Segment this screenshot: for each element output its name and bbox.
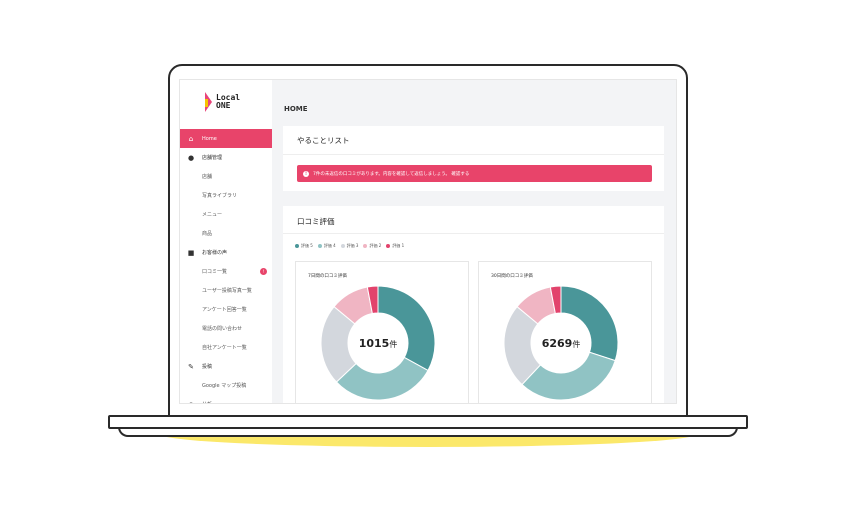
donut-slice[interactable] — [377, 285, 436, 372]
app-screen: Local ONE ⌂ Home ● 店舗管理店舗写真ライブラリ メニュー商品 ■ お客様の… — [179, 79, 677, 404]
sidebar-item-label: Home — [202, 135, 217, 142]
chart-title: 7日間の口コミ評価 — [308, 274, 347, 279]
rating-legend: 評価 5 評価 4 評価 3 評価 2 評価 1 — [295, 243, 409, 249]
main-content: HOME やることリスト ! 7件の未返信の口コミがあります。内容を確認して返信… — [272, 80, 676, 403]
sidebar-item[interactable]: アンケート回答一覧 — [180, 300, 272, 319]
sidebar: Local ONE ⌂ Home ● 店舗管理店舗写真ライブラリ メニュー商品 ■ お客様の… — [180, 80, 272, 403]
legend-label: 評価 2 — [369, 243, 382, 248]
legend-label: 評価 1 — [392, 243, 405, 248]
sidebar-item-label: ユーザー投稿写真一覧 — [202, 288, 252, 294]
logo[interactable]: Local ONE — [205, 91, 240, 113]
chart-7days: 7日間の口コミ評価 1015件 — [295, 261, 469, 403]
sidebar-item[interactable]: 店舗 — [180, 167, 272, 186]
sidebar-item-label: 電話の問い合わせ — [202, 326, 243, 332]
donut-slice[interactable] — [549, 285, 562, 315]
legend-label: 評価 3 — [346, 243, 359, 248]
sidebar-item-label: 商品 — [202, 231, 213, 237]
donut-total-unit: 件 — [572, 339, 580, 349]
sidebar-item-label: 店舗管理 — [202, 155, 223, 161]
sidebar-item[interactable]: 電話の問い合わせ — [180, 319, 272, 338]
laptop-base — [108, 415, 748, 429]
donut-chart-30days: 6269件 — [503, 285, 619, 401]
logo-mark-icon — [205, 92, 212, 112]
sidebar-item-label: メニュー — [202, 212, 223, 218]
donut-slice[interactable] — [521, 351, 616, 401]
chart-title: 30日間の口コミ評価 — [491, 274, 533, 279]
sidebar-item[interactable]: ● 店舗管理 — [180, 148, 272, 167]
notification-badge: ! — [260, 268, 267, 275]
donut-center-total: 1015件 — [359, 337, 398, 350]
sidebar-item[interactable]: 自社アンケート一覧 — [180, 338, 272, 357]
legend-label: 評価 5 — [301, 243, 313, 248]
legend-item: 評価 3 — [340, 243, 359, 249]
unreplied-alert[interactable]: ! 7件の未返信の口コミがあります。内容を確認して返信しましょう。 確認する — [297, 165, 652, 182]
sidebar-item[interactable]: メニュー — [180, 205, 272, 224]
sidebar-item[interactable]: ✎ 投稿 — [180, 357, 272, 376]
sidebar-nav: ⌂ Home ● 店舗管理店舗写真ライブラリ メニュー商品 ■ お客様の声口コミ一覧! ユーザ… — [180, 129, 272, 404]
sidebar-item[interactable]: ユーザー投稿写真一覧 — [180, 281, 272, 300]
comment-icon: ■ — [187, 248, 195, 257]
legend-item: 評価 4 — [317, 243, 336, 249]
legend-label: 評価 4 — [323, 243, 336, 248]
store-icon: ● — [187, 153, 195, 162]
logo-text: Local ONE — [216, 94, 240, 110]
reviews-card: 口コミ評価 評価 5 評価 4 評価 3 評価 2 評価 1 7日間の口コミ評価 101… — [283, 206, 664, 403]
legend-dot-icon — [363, 244, 368, 248]
home-icon: ⌂ — [188, 134, 194, 143]
logo-line1: Local — [216, 93, 241, 102]
divider — [283, 154, 664, 155]
chart-30days: 30日間の口コミ評価 6269件 — [478, 261, 652, 403]
sidebar-item-label: 分析 — [202, 401, 212, 403]
donut-slice[interactable] — [335, 356, 429, 401]
donut-slice[interactable] — [366, 285, 379, 315]
legend-item: 評価 1 — [386, 243, 404, 249]
legend-dot-icon — [340, 244, 345, 248]
donut-total-value: 6269 — [542, 337, 573, 350]
sidebar-item[interactable]: ■ お客様の声 — [180, 243, 272, 262]
sidebar-item[interactable]: 口コミ一覧! — [180, 262, 272, 281]
divider — [283, 233, 664, 234]
logo-line2: ONE — [216, 101, 231, 110]
chart-icon: ◉ — [187, 401, 195, 404]
sidebar-item-label: 自社アンケート一覧 — [202, 345, 247, 351]
sidebar-item-label: 口コミ一覧 — [202, 269, 228, 275]
alert-text: 7件の未返信の口コミがあります。内容を確認して返信しましょう。 確認する — [313, 171, 470, 177]
legend-dot-icon — [295, 244, 299, 248]
sidebar-item[interactable]: Google マップ投稿 — [180, 376, 272, 395]
donut-slice[interactable] — [560, 285, 619, 362]
sidebar-item-label: アンケート回答一覧 — [202, 307, 247, 313]
legend-item: 評価 2 — [363, 243, 381, 249]
donut-chart-7days: 1015件 — [320, 285, 436, 401]
sidebar-item-label: 店舗 — [202, 174, 213, 180]
edit-icon: ✎ — [188, 362, 194, 371]
sidebar-item-label: お客様の声 — [202, 250, 228, 256]
donut-total-value: 1015 — [359, 337, 390, 350]
sidebar-item[interactable]: ⌂ Home — [180, 129, 272, 148]
sidebar-item-label: 写真ライブラリ — [202, 193, 238, 199]
sidebar-item[interactable]: 写真ライブラリ — [180, 186, 272, 205]
sidebar-item[interactable]: ◉ 分析 — [180, 395, 272, 404]
page-title: HOME — [284, 105, 308, 113]
todo-title: やることリスト — [297, 136, 350, 145]
alert-icon: ! — [303, 170, 309, 177]
sidebar-item-label: 投稿 — [202, 364, 213, 370]
reviews-title: 口コミ評価 — [297, 217, 335, 226]
legend-dot-icon — [386, 244, 391, 248]
legend-item: 評価 5 — [295, 243, 313, 249]
donut-total-unit: 件 — [389, 339, 397, 349]
sidebar-item[interactable]: 商品 — [180, 224, 272, 243]
donut-center-total: 6269件 — [542, 337, 581, 350]
sidebar-item-label: Google マップ投稿 — [202, 383, 247, 389]
todo-card: やることリスト ! 7件の未返信の口コミがあります。内容を確認して返信しましょう… — [283, 126, 664, 191]
legend-dot-icon — [317, 244, 322, 248]
